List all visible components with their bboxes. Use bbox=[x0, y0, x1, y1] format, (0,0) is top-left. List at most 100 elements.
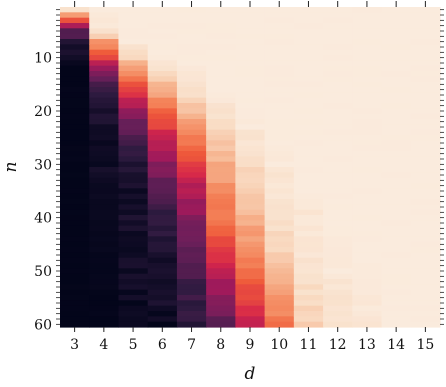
heatmap-cell bbox=[381, 268, 412, 275]
heatmap-cell bbox=[264, 204, 295, 211]
heatmap-cell bbox=[410, 289, 441, 296]
heatmap-cell bbox=[323, 236, 353, 243]
heatmap-cell bbox=[352, 39, 383, 45]
heatmap-cell bbox=[206, 87, 236, 93]
heatmap-cell bbox=[206, 7, 236, 13]
heatmap-cell bbox=[60, 193, 90, 200]
heatmap-cell bbox=[381, 108, 412, 115]
heatmap-cell bbox=[235, 215, 266, 221]
heatmap-cell bbox=[381, 81, 412, 88]
heatmap-cell bbox=[176, 124, 207, 131]
heatmap-cell bbox=[293, 268, 324, 275]
heatmap-cell bbox=[293, 140, 324, 147]
heatmap-cell bbox=[118, 295, 149, 301]
heatmap-cell bbox=[293, 49, 324, 56]
heatmap-cell bbox=[89, 252, 120, 259]
heatmap-cell bbox=[89, 151, 120, 157]
heatmap-cell bbox=[410, 231, 441, 237]
heatmap-cell bbox=[352, 321, 383, 328]
heatmap-cell bbox=[381, 103, 412, 109]
heatmap-cell bbox=[235, 321, 266, 328]
heatmap-cell bbox=[352, 241, 383, 248]
heatmap-cell bbox=[352, 295, 383, 301]
heatmap-cell bbox=[89, 236, 120, 243]
heatmap-cell bbox=[89, 12, 120, 19]
heatmap-cell bbox=[381, 39, 412, 45]
heatmap-cell bbox=[410, 17, 441, 24]
heatmap-cell bbox=[89, 49, 120, 56]
heatmap-cell bbox=[89, 76, 120, 83]
heatmap-cell bbox=[264, 241, 295, 248]
heatmap-cell bbox=[410, 108, 441, 115]
heatmap-cell bbox=[381, 129, 412, 136]
heatmap-cell bbox=[293, 44, 324, 51]
heatmap-cell bbox=[410, 305, 441, 312]
heatmap-cell bbox=[89, 284, 120, 291]
y-tick-label: 60 bbox=[34, 317, 52, 333]
heatmap-cell bbox=[323, 161, 353, 168]
heatmap-cell bbox=[264, 225, 295, 232]
heatmap-cell bbox=[176, 172, 207, 179]
heatmap-cell bbox=[206, 177, 236, 184]
heatmap-cell bbox=[206, 92, 236, 99]
heatmap-cell bbox=[410, 199, 441, 205]
heatmap-cell bbox=[264, 28, 295, 35]
heatmap-cell bbox=[410, 49, 441, 56]
heatmap-cell bbox=[89, 17, 120, 24]
heatmap-cell bbox=[323, 60, 353, 67]
heatmap-cell bbox=[89, 135, 120, 141]
heatmap-cell bbox=[176, 103, 207, 109]
heatmap-cell bbox=[235, 311, 266, 317]
heatmap-cell bbox=[89, 28, 120, 35]
heatmap-cell bbox=[352, 273, 383, 280]
heatmap-cell bbox=[60, 60, 90, 67]
heatmap-cell bbox=[89, 316, 120, 323]
heatmap-cell bbox=[147, 65, 178, 72]
heatmap-cell bbox=[235, 49, 266, 56]
heatmap-cell bbox=[264, 113, 295, 120]
heatmap-cell bbox=[89, 60, 120, 67]
heatmap-cell bbox=[60, 81, 90, 88]
heatmap-cell bbox=[89, 183, 120, 189]
heatmap-cell bbox=[323, 273, 353, 280]
heatmap-cell bbox=[147, 156, 178, 163]
heatmap-cell bbox=[352, 305, 383, 312]
heatmap-cell bbox=[323, 55, 353, 61]
heatmap-cell bbox=[60, 71, 90, 77]
heatmap-cell bbox=[118, 204, 149, 211]
heatmap-cell bbox=[235, 167, 266, 173]
heatmap-cell bbox=[264, 268, 295, 275]
heatmap-cell bbox=[60, 257, 90, 264]
x-tick-label: 6 bbox=[158, 337, 167, 353]
heatmap-cell bbox=[323, 209, 353, 216]
heatmap-cell bbox=[381, 145, 412, 152]
heatmap-cell bbox=[381, 71, 412, 77]
heatmap-cell bbox=[293, 305, 324, 312]
heatmap-cell bbox=[147, 135, 178, 141]
heatmap-cell bbox=[323, 65, 353, 72]
heatmap-cell bbox=[176, 113, 207, 120]
heatmap-cells bbox=[60, 7, 441, 328]
heatmap-cell bbox=[352, 161, 383, 168]
heatmap-cell bbox=[264, 263, 295, 269]
heatmap-cell bbox=[147, 55, 178, 61]
heatmap-cell bbox=[293, 7, 324, 13]
heatmap-cell bbox=[352, 193, 383, 200]
x-axis-ticks: 3 4 5 6 7 8 9 10 11 12 13 14 15 bbox=[70, 1, 434, 353]
heatmap-cell bbox=[235, 7, 266, 13]
heatmap-cell bbox=[352, 145, 383, 152]
heatmap-cell bbox=[206, 145, 236, 152]
heatmap-cell bbox=[264, 167, 295, 173]
heatmap-cell bbox=[235, 23, 266, 29]
heatmap-cell bbox=[352, 71, 383, 77]
heatmap-cell bbox=[323, 33, 353, 40]
heatmap-cell bbox=[89, 39, 120, 45]
heatmap-cell bbox=[147, 188, 178, 195]
heatmap-cell bbox=[235, 193, 266, 200]
heatmap-cell bbox=[147, 7, 178, 13]
heatmap-cell bbox=[410, 60, 441, 67]
heatmap-cell bbox=[147, 257, 178, 264]
heatmap-cell bbox=[410, 311, 441, 317]
heatmap-cell bbox=[381, 321, 412, 328]
heatmap-cell bbox=[89, 300, 120, 307]
